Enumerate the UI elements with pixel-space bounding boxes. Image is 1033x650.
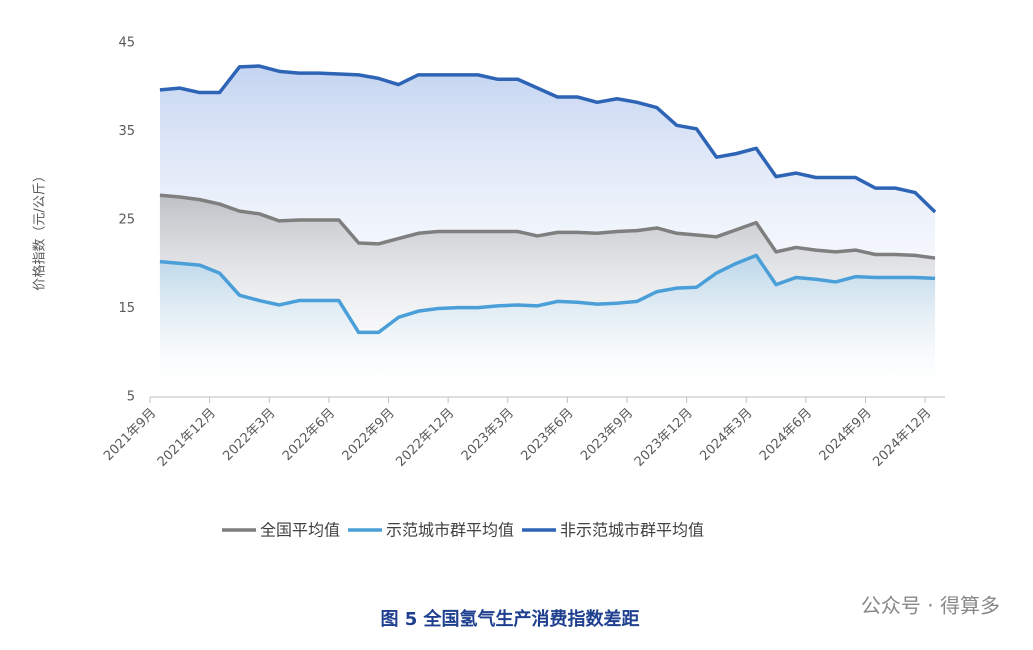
x-tick-label: 2024年6月 — [757, 406, 815, 464]
x-tick-label: 2023年12月 — [632, 406, 696, 470]
legend-label: 非示范城市群平均值 — [560, 521, 704, 540]
chart-title: 图 5 全国氢气生产消费指数差距 — [380, 608, 639, 630]
x-tick-label: 2022年3月 — [220, 406, 278, 464]
x-tick-label: 2023年6月 — [518, 406, 576, 464]
y-tick-label: 35 — [118, 124, 135, 139]
y-tick-label: 45 — [118, 36, 135, 51]
x-tick-label: 2021年9月 — [101, 406, 159, 464]
x-tick-label: 2023年3月 — [459, 406, 517, 464]
y-axis-label: 价格指数（元/公斤） — [32, 169, 48, 290]
legend-label: 示范城市群平均值 — [386, 521, 514, 540]
series-area — [159, 255, 936, 397]
x-tick-label: 2022年6月 — [280, 406, 338, 464]
x-tick-label: 2023年9月 — [578, 406, 636, 464]
watermark: 公众号 · 得算多 — [861, 594, 1000, 618]
y-tick-label: 15 — [118, 301, 135, 316]
series-line — [159, 193, 936, 260]
x-tick-label: 2022年12月 — [393, 406, 457, 470]
x-tick-label: 2021年12月 — [155, 406, 219, 470]
x-tick-label: 2024年3月 — [697, 406, 755, 464]
series-line — [159, 253, 936, 335]
x-tick-label: 2024年12月 — [870, 406, 934, 470]
legend-label: 全国平均值 — [260, 521, 340, 540]
x-tick-label: 2024年9月 — [817, 406, 875, 464]
series-line — [159, 64, 937, 214]
x-tick-label: 2022年9月 — [340, 406, 398, 464]
y-tick-label: 25 — [118, 213, 135, 228]
y-tick-label: 5 — [127, 390, 135, 405]
